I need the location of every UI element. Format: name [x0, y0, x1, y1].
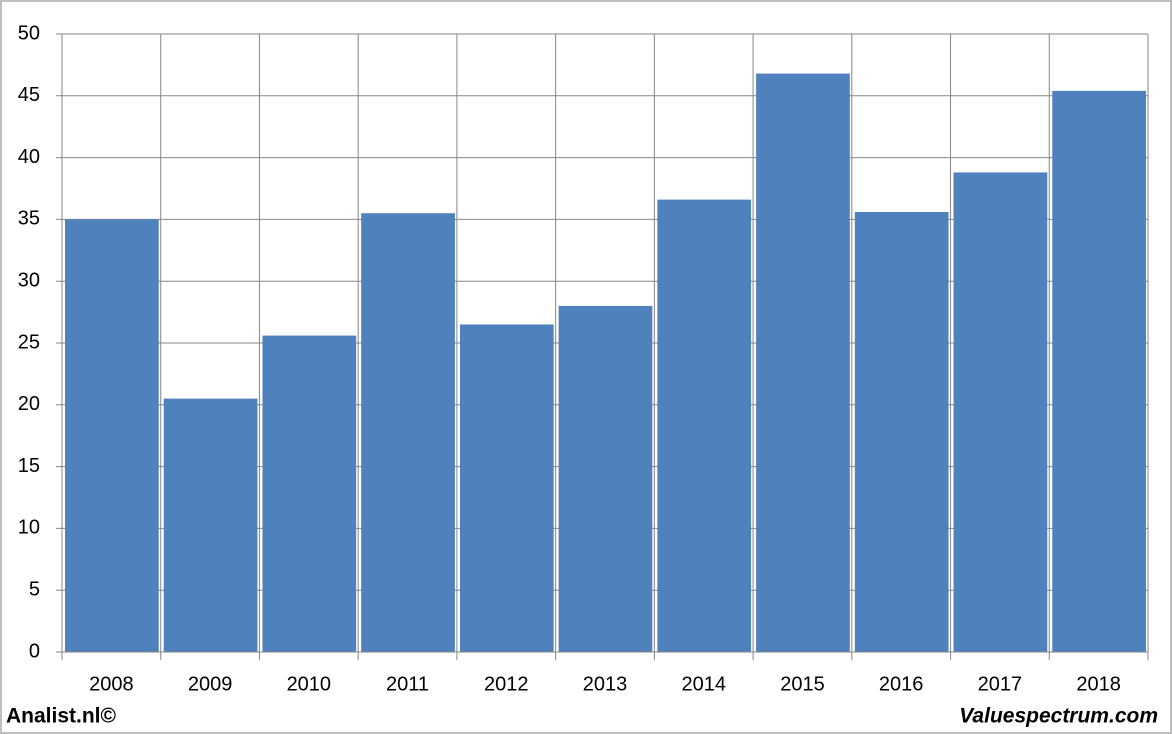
bar — [756, 73, 850, 652]
x-tick-label: 2011 — [386, 673, 429, 695]
y-tick-label: 20 — [18, 393, 40, 415]
y-tick-label: 50 — [18, 22, 40, 44]
y-tick-label: 40 — [18, 146, 40, 168]
source-left: Analist.nl© — [6, 705, 117, 728]
bar — [361, 213, 455, 652]
x-tick-label: 2008 — [89, 673, 134, 695]
x-tick-label: 2010 — [287, 673, 332, 695]
bar — [1052, 90, 1146, 652]
bar — [65, 219, 159, 652]
x-tick-label: 2014 — [681, 673, 726, 695]
x-tick-label: 2017 — [978, 673, 1023, 695]
y-tick-label: 5 — [29, 578, 40, 600]
bar — [953, 172, 1048, 652]
x-tick-label: 2016 — [879, 673, 924, 695]
y-tick-label: 35 — [18, 208, 40, 230]
x-tick-label: 2012 — [484, 673, 529, 695]
y-tick-label: 30 — [18, 269, 40, 291]
x-tick-label: 2013 — [583, 673, 628, 695]
x-tick-label: 2018 — [1076, 673, 1121, 695]
x-tick-label: 2015 — [780, 673, 825, 695]
bar — [657, 199, 752, 652]
x-tick-label: 2009 — [188, 673, 233, 695]
y-tick-label: 15 — [18, 455, 40, 477]
bar — [854, 211, 949, 652]
y-tick-label: 45 — [18, 84, 40, 106]
y-tick-label: 10 — [18, 517, 40, 539]
y-tick-label: 0 — [29, 640, 40, 662]
bar — [459, 324, 554, 652]
bar — [558, 305, 653, 652]
bar — [262, 335, 357, 652]
bar — [163, 398, 258, 652]
source-right: Valuespectrum.com — [959, 705, 1158, 728]
y-tick-label: 25 — [18, 331, 40, 353]
